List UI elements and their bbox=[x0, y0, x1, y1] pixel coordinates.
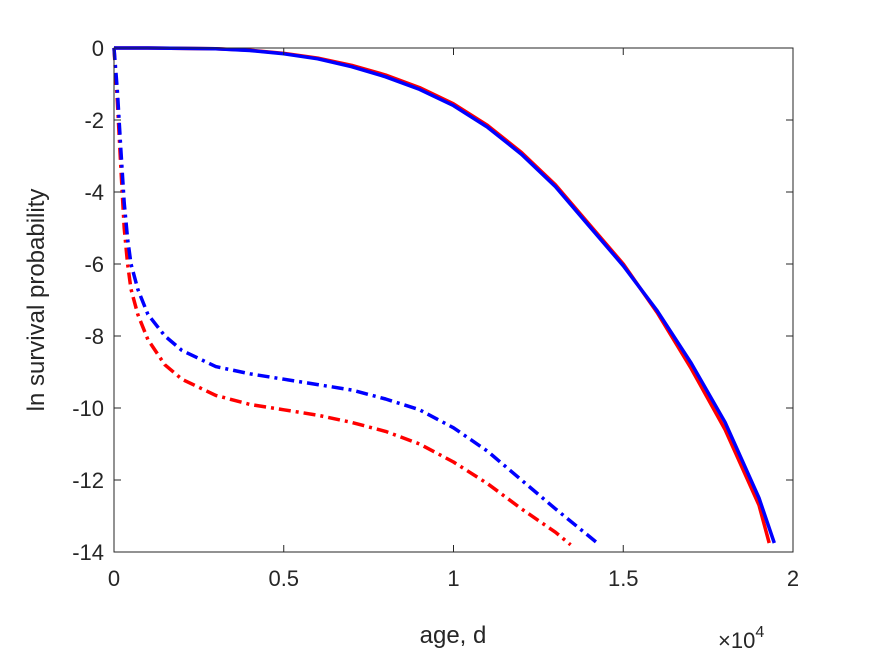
y-tick-label: -10 bbox=[72, 396, 104, 421]
x-axis-ticks: 0 0.5 1 1.5 2 bbox=[108, 48, 799, 591]
series-line-2 bbox=[114, 46, 776, 544]
y-tick-label: -8 bbox=[84, 324, 104, 349]
series-line-4 bbox=[112, 47, 601, 547]
y-tick-label: -14 bbox=[72, 540, 104, 565]
y-axis-label: ln survival probability bbox=[23, 189, 50, 412]
plot-background bbox=[114, 48, 793, 552]
y-tick-label: -4 bbox=[84, 180, 104, 205]
series-layer bbox=[112, 46, 776, 547]
x-axis-multiplier-exponent: 4 bbox=[755, 624, 764, 641]
x-axis-multiplier-base: ×10 bbox=[718, 628, 755, 653]
y-tick-label: -2 bbox=[84, 108, 104, 133]
y-axis-ticks: 0 -2 -4 -6 -8 -10 -12 -14 bbox=[72, 36, 793, 565]
y-tick-label: -6 bbox=[84, 252, 104, 277]
x-tick-label: 2 bbox=[787, 566, 799, 591]
x-axis-multiplier: ×104 bbox=[718, 624, 764, 653]
x-tick-label: 1 bbox=[447, 566, 459, 591]
x-axis-label: age, d bbox=[420, 622, 487, 649]
x-tick-label: 1.5 bbox=[608, 566, 639, 591]
y-tick-label: 0 bbox=[92, 36, 104, 61]
series-line-3 bbox=[112, 47, 572, 547]
x-tick-label: 0 bbox=[108, 566, 120, 591]
x-tick-label: 0.5 bbox=[268, 566, 299, 591]
y-tick-label: -12 bbox=[72, 468, 104, 493]
